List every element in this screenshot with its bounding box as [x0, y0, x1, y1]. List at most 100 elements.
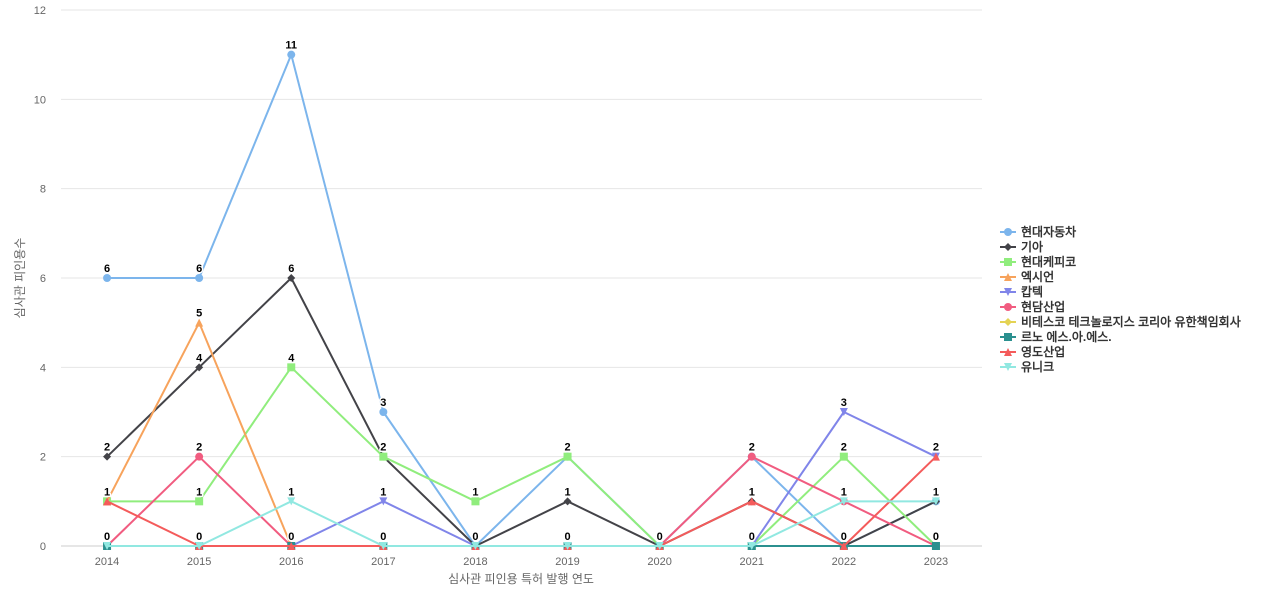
- data-label: 0: [749, 531, 755, 543]
- data-point[interactable]: [839, 497, 848, 506]
- x-tick-label: 2017: [371, 556, 395, 568]
- data-label: 2: [841, 442, 847, 454]
- legend-marker-icon: [1000, 227, 1016, 236]
- data-point[interactable]: [379, 452, 388, 461]
- data-point[interactable]: [195, 318, 204, 327]
- data-point[interactable]: [195, 452, 204, 461]
- legend-label: 현대자동차: [1021, 225, 1077, 239]
- data-point[interactable]: [379, 497, 388, 506]
- data-point[interactable]: [471, 542, 480, 550]
- data-point[interactable]: [195, 497, 204, 506]
- data-point[interactable]: [287, 542, 296, 550]
- legend-label: 캅텍: [1021, 285, 1044, 299]
- data-point[interactable]: [747, 497, 756, 506]
- legend-item[interactable]: 현대자동차: [1000, 224, 1241, 239]
- data-point[interactable]: [839, 542, 848, 550]
- legend-label: 비테스코 테크놀로지스 코리아 유한책임회사: [1021, 315, 1241, 329]
- data-point[interactable]: [563, 542, 572, 550]
- legend-item[interactable]: 현담산업: [1000, 299, 1241, 314]
- series-line[interactable]: [106, 321, 937, 547]
- data-point[interactable]: [747, 452, 756, 461]
- data-point[interactable]: [287, 363, 296, 372]
- data-point[interactable]: [103, 274, 112, 282]
- series-10: [103, 497, 940, 550]
- legend-item[interactable]: 현대케피코: [1000, 254, 1241, 269]
- data-label: 1: [288, 486, 294, 498]
- data-label: 0: [933, 531, 939, 543]
- x-tick-label: 2016: [279, 556, 303, 568]
- legend-item[interactable]: 비테스코 테크놀로지스 코리아 유한책임회사: [1000, 314, 1241, 329]
- legend-item[interactable]: 영도산업: [1000, 344, 1241, 359]
- y-tick-label: 12: [34, 5, 46, 17]
- data-point: [1004, 227, 1012, 236]
- legend-marker-icon: [1000, 347, 1016, 356]
- data-point[interactable]: [195, 363, 204, 372]
- x-tick-label: 2023: [924, 556, 948, 568]
- y-tick-label: 8: [40, 184, 46, 196]
- data-point[interactable]: [471, 497, 480, 506]
- data-label: 1: [196, 486, 202, 498]
- series-group: [103, 50, 940, 550]
- gridlines: [61, 9, 982, 547]
- y-tick-label: 6: [40, 273, 46, 285]
- data-label: 2: [104, 442, 110, 454]
- data-point[interactable]: [287, 497, 296, 506]
- legend-item[interactable]: 기아: [1000, 239, 1241, 254]
- x-tick-label: 2022: [832, 556, 856, 568]
- legend-label: 기아: [1021, 240, 1044, 254]
- legend-item[interactable]: 유니크: [1000, 359, 1241, 374]
- data-point[interactable]: [379, 542, 388, 550]
- data-point[interactable]: [839, 452, 848, 461]
- data-label: 4: [196, 352, 203, 364]
- data-point[interactable]: [931, 542, 940, 550]
- series-line[interactable]: [106, 277, 937, 547]
- legend-item[interactable]: 르노 에스.아.에스.: [1000, 329, 1241, 344]
- data-point[interactable]: [931, 497, 940, 506]
- data-label: 2: [196, 442, 202, 454]
- legend-label: 르노 에스.아.에스.: [1021, 330, 1112, 344]
- data-label: 1: [104, 486, 110, 498]
- legend-label: 유니크: [1021, 360, 1055, 374]
- legend-label: 현담산업: [1021, 300, 1066, 314]
- data-label: 1: [564, 486, 570, 498]
- data-point: [1004, 362, 1012, 371]
- data-label: 0: [657, 531, 663, 543]
- data-point[interactable]: [287, 50, 296, 59]
- data-label: 0: [380, 531, 386, 543]
- data-point[interactable]: [195, 274, 204, 282]
- data-label: 6: [104, 263, 110, 275]
- series-line[interactable]: [106, 500, 937, 547]
- legend-item[interactable]: 엑시언: [1000, 269, 1241, 284]
- data-point: [1004, 272, 1012, 281]
- data-point[interactable]: [103, 497, 112, 506]
- data-label: 3: [380, 397, 386, 409]
- data-point[interactable]: [103, 542, 112, 550]
- data-point[interactable]: [747, 542, 756, 550]
- data-point[interactable]: [103, 452, 112, 461]
- data-label: 6: [288, 263, 294, 275]
- legend-marker-icon: [1000, 242, 1016, 251]
- legend-item[interactable]: 캅텍: [1000, 284, 1241, 299]
- data-point[interactable]: [931, 452, 940, 461]
- data-point[interactable]: [195, 542, 204, 550]
- data-point[interactable]: [563, 452, 572, 461]
- data-point[interactable]: [563, 497, 572, 506]
- data-point: [1004, 287, 1012, 296]
- data-label: 4: [288, 352, 295, 364]
- data-label: 0: [288, 531, 294, 543]
- data-point[interactable]: [655, 542, 664, 550]
- series-line[interactable]: [106, 53, 937, 547]
- data-point: [1004, 302, 1012, 311]
- data-label: 2: [380, 442, 386, 454]
- x-tick-label: 2020: [647, 556, 671, 568]
- data-label: 6: [196, 263, 202, 275]
- data-label: 2: [749, 442, 755, 454]
- data-point[interactable]: [839, 408, 848, 416]
- data-point: [1004, 347, 1012, 356]
- data-point: [1004, 242, 1012, 251]
- data-point[interactable]: [287, 274, 296, 282]
- data-label: 1: [933, 486, 939, 498]
- data-point[interactable]: [379, 408, 388, 416]
